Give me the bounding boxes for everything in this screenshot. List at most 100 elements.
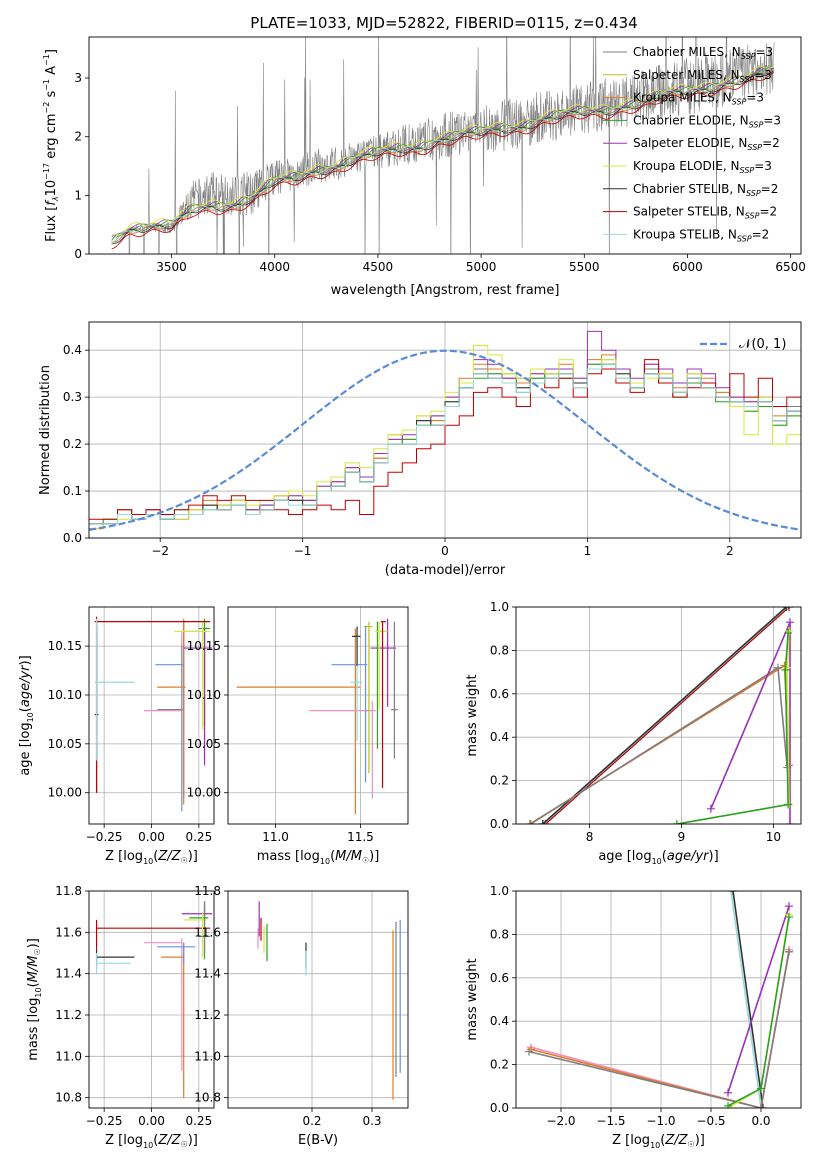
- tick-label-y: 0.4: [63, 343, 82, 357]
- tick-label-y: 2: [74, 130, 82, 144]
- legend-label: Chabrier MILES, NSSP=3: [633, 45, 773, 61]
- legend-label: Kroupa STELIB, NSSP=2: [633, 227, 769, 243]
- tick-label-y: 0.0: [490, 817, 509, 831]
- mass-vs-z-panel: −0.25 0.00 0.25 10.8 11.0 11.2 11.4 11.6 11.8 Z […: [26, 884, 215, 1150]
- tick-label-y: 0.2: [490, 774, 509, 788]
- axes-frame: [88, 321, 802, 539]
- legend: Chabrier MILES, NSSP=3 Salpeter MILES, NS…: [603, 45, 781, 243]
- tick-label-y: 0: [74, 247, 82, 261]
- hist-kroupa-elodie: [89, 345, 801, 530]
- plot-area: [525, 607, 794, 824]
- tick-label-x: 0.3: [362, 1114, 381, 1128]
- x-axis-label: (data-model)/error: [385, 563, 506, 578]
- tick-label-x: −0.25: [86, 1114, 123, 1128]
- axes-frame: [515, 606, 802, 825]
- tick-label-y: 10.05: [48, 737, 82, 751]
- plus-marker: [729, 891, 737, 895]
- tick-label-x: 11.5: [347, 830, 374, 844]
- tick-label-y: 1.0: [490, 884, 509, 898]
- tick-label-y: 10.05: [187, 737, 221, 751]
- axes-frame: [227, 890, 409, 1109]
- tick-label-x: 4500: [363, 260, 394, 274]
- plus-marker: [785, 618, 794, 627]
- plot-area: [257, 901, 401, 1100]
- plot-area: [94, 616, 213, 812]
- tick-label-x: 0.00: [138, 830, 165, 844]
- plot-area: [95, 901, 213, 1098]
- tick-label-y: 0.6: [490, 687, 509, 701]
- weight-line: [732, 891, 764, 1108]
- tick-label-x: −1.0: [646, 1114, 675, 1128]
- plus-marker: [727, 891, 735, 895]
- x-axis-label: age [log10(age/yr)]: [598, 849, 718, 866]
- tick-label-y: 10.15: [187, 639, 221, 653]
- weight-line: [727, 905, 790, 1094]
- plus-marker: [539, 820, 548, 824]
- weight-vs-age-panel: 8 9 10 0.0 0.2 0.4 0.6 0.8 1.0 age [log10(age/yr)…: [465, 600, 802, 866]
- tick-label-y: 0.0: [63, 531, 82, 545]
- tick-label-y: 11.0: [55, 1049, 82, 1063]
- tick-label-x: 10: [766, 830, 781, 844]
- tick-label-x: −2: [151, 544, 169, 558]
- plus-marker: [757, 1104, 765, 1108]
- plus-marker: [785, 902, 793, 911]
- tick-label-y: 3: [74, 71, 82, 85]
- legend-label: 𝒩(0, 1): [739, 337, 786, 352]
- plot-area: [236, 618, 398, 815]
- tick-label-y: 10.10: [48, 688, 82, 702]
- weight-line: [544, 607, 790, 824]
- age-vs-mass-panel: 11.0 11.5 10.00 10.05 10.10 10.15 mass [log10(…: [187, 606, 409, 866]
- panels: 3500 4000 4500 5000 5500 6000 6500 0 1 2 3 waveleng…: [18, 36, 806, 1150]
- legend-label: Salpeter ELODIE, NSSP=2: [633, 136, 780, 152]
- plus-marker: [525, 1047, 533, 1056]
- model-line-kroupa-stelib: [111, 67, 774, 245]
- tick-label-y: 0.2: [63, 437, 82, 451]
- tick-label-x: 5500: [569, 260, 600, 274]
- plus-marker: [672, 820, 681, 824]
- tick-label-x: −1: [294, 544, 312, 558]
- tick-label-x: −1.5: [596, 1114, 625, 1128]
- tick-label-x: 11.0: [262, 830, 289, 844]
- legend-label: Chabrier ELODIE, NSSP=3: [633, 113, 781, 129]
- tick-label-x: 9: [678, 830, 686, 844]
- residual-panel: −2 −1 0 1 2 0.0 0.1 0.2 0.3 0.4 (data-model)/error…: [38, 321, 802, 578]
- tick-label-y: 11.2: [55, 1008, 82, 1022]
- model-line-chabrier-stelib: [111, 70, 775, 244]
- x-axis-label: E(B-V): [298, 1133, 338, 1148]
- data-spectrum-line: [111, 37, 775, 254]
- hist-kroupa-miles: [89, 354, 801, 530]
- tick-label-y: 1.0: [490, 600, 509, 614]
- tick-label-y: 10.8: [194, 1091, 221, 1105]
- plus-marker: [526, 820, 535, 824]
- tick-label-y: 10.10: [187, 688, 221, 702]
- weight-line: [676, 632, 789, 824]
- plus-marker: [785, 820, 794, 824]
- tick-label-y: 11.2: [194, 1008, 221, 1022]
- y-axis-label: mass weight: [465, 674, 480, 756]
- tick-label-x: 0.0: [751, 1114, 770, 1128]
- tick-label-x: −0.5: [696, 1114, 725, 1128]
- tick-label-y: 10.00: [187, 786, 221, 800]
- tick-label-x: 0.2: [302, 1114, 321, 1128]
- y-axis-label: Normed distribution: [38, 365, 53, 495]
- x-axis-label: Z [log10(Z/Z☉)]: [105, 1133, 198, 1150]
- weight-line: [530, 666, 788, 824]
- tick-label-y: 11.4: [194, 967, 221, 981]
- tick-label-y: 0.3: [63, 390, 82, 404]
- plus-marker: [724, 1101, 732, 1108]
- legend-label: Salpeter MILES, NSSP=3: [633, 68, 772, 84]
- tick-label-y: 11.8: [55, 884, 82, 898]
- axes-frame: [227, 606, 409, 825]
- tick-label-y: 0.8: [490, 927, 509, 941]
- tick-label-x: 0.25: [185, 1114, 212, 1128]
- tick-label-y: 0.8: [490, 643, 509, 657]
- tick-label-y: 10.8: [55, 1091, 82, 1105]
- x-axis-label: Z [log10(Z/Z☉)]: [612, 1133, 705, 1150]
- plus-marker: [785, 626, 794, 635]
- tick-label-y: 0.4: [490, 1014, 509, 1028]
- model-line-kroupa-elodie: [111, 66, 774, 236]
- axes-frame: [515, 890, 802, 1109]
- tick-label-x: −2.0: [546, 1114, 575, 1128]
- tick-label-x: 0.00: [138, 1114, 165, 1128]
